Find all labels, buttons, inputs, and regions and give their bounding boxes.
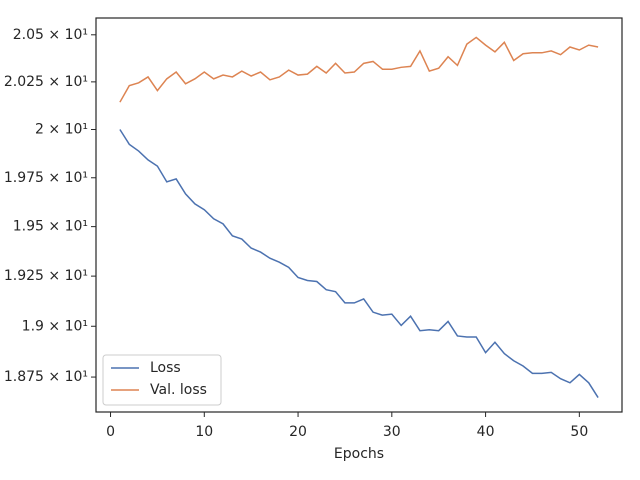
y-tick-label: 2 × 10¹ bbox=[35, 122, 88, 138]
x-tick-label: 0 bbox=[106, 424, 115, 440]
legend-label: Val. loss bbox=[150, 382, 207, 398]
x-tick-label: 40 bbox=[477, 424, 495, 440]
series-line bbox=[119, 36, 599, 103]
y-tick-label: 2.025 × 10¹ bbox=[4, 74, 88, 90]
y-tick-label: 2.05 × 10¹ bbox=[13, 27, 88, 43]
series-line bbox=[119, 129, 599, 398]
x-tick-label: 20 bbox=[289, 424, 307, 440]
x-axis-label: Epochs bbox=[334, 446, 384, 462]
x-tick-label: 50 bbox=[570, 424, 588, 440]
plot-frame bbox=[95, 17, 623, 413]
y-tick-label: 1.9 × 10¹ bbox=[22, 318, 88, 334]
x-tick-label: 30 bbox=[383, 424, 401, 440]
y-tick-label: 1.925 × 10¹ bbox=[4, 268, 88, 284]
y-tick-label: 1.95 × 10¹ bbox=[13, 219, 88, 235]
y-tick-label: 1.975 × 10¹ bbox=[4, 170, 88, 186]
y-tick-label: 1.875 × 10¹ bbox=[4, 369, 88, 385]
x-tick-label: 10 bbox=[195, 424, 213, 440]
legend-label: Loss bbox=[150, 360, 181, 376]
